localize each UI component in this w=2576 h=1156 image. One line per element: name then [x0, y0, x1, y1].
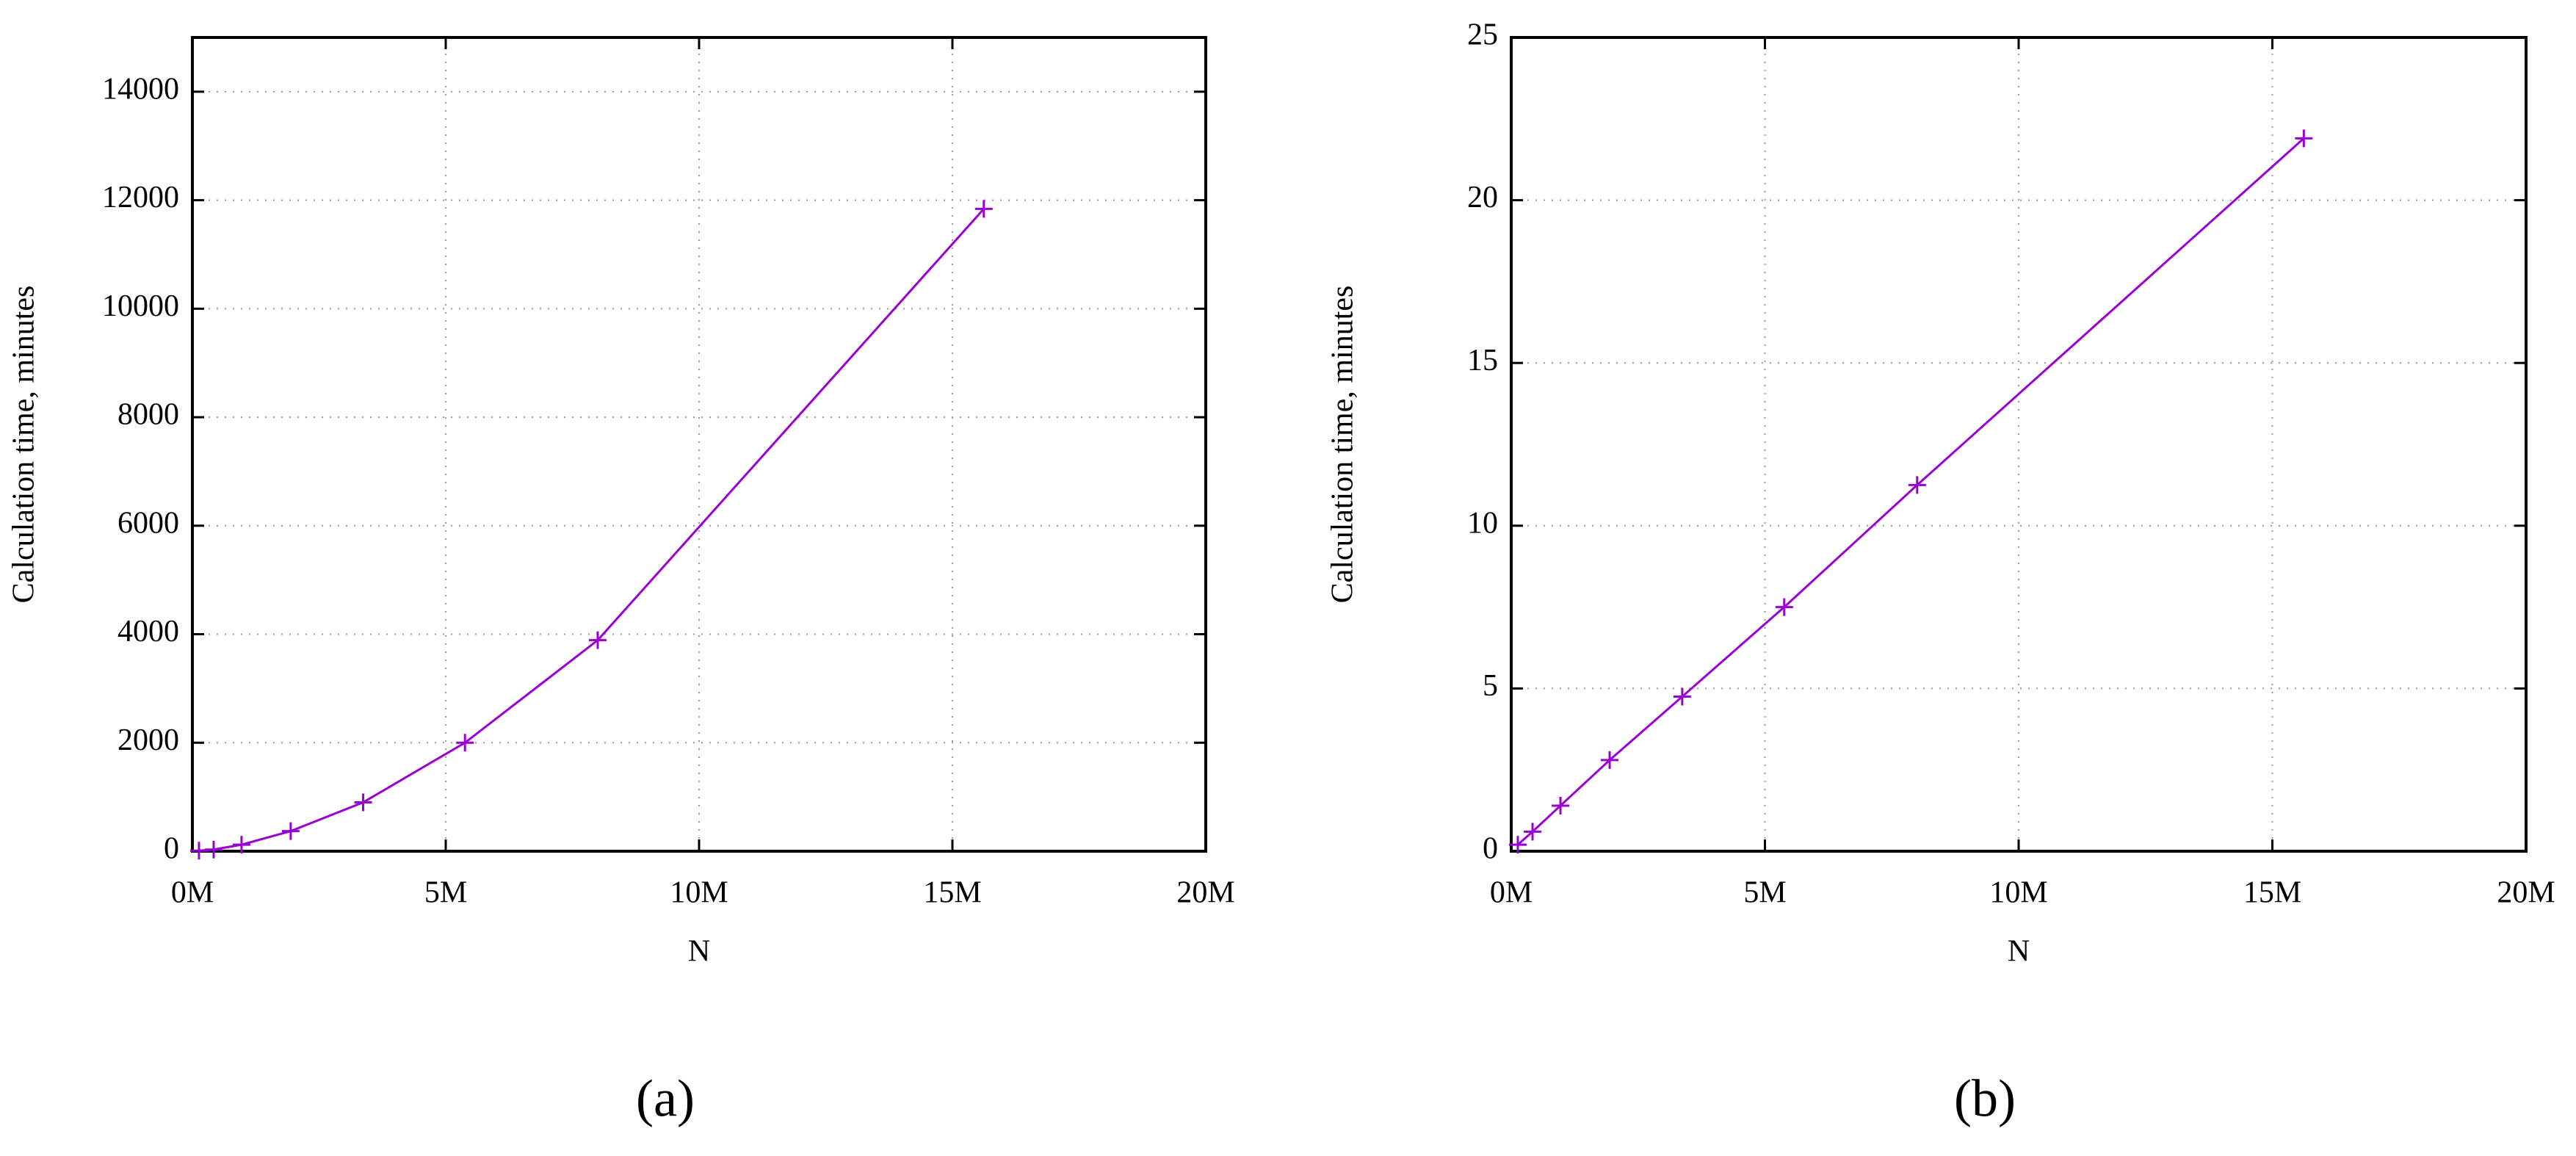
data-point — [189, 842, 208, 860]
x-tick-label: 0M — [171, 876, 214, 910]
y-tick-label: 2000 — [117, 723, 179, 757]
data-point — [354, 793, 372, 812]
y-tick-label: 10000 — [102, 289, 179, 323]
x-tick-label: 20M — [1176, 876, 1234, 910]
plot-frame — [191, 36, 1207, 853]
data-point — [589, 631, 607, 649]
data-point — [2295, 129, 2313, 148]
data-point — [1524, 823, 1542, 841]
y-tick-label: 15 — [1467, 344, 1498, 377]
data-point — [1601, 751, 1619, 769]
x-axis-label: N — [688, 935, 710, 969]
y-tick-label: 5 — [1483, 669, 1498, 703]
data-point — [232, 836, 250, 854]
plot-frame — [1510, 36, 2528, 853]
y-tick-label: 14000 — [102, 73, 179, 106]
y-tick-label: 0 — [164, 832, 179, 866]
x-axis-label: N — [2008, 935, 2030, 969]
y-tick-label: 10 — [1467, 506, 1498, 540]
chart-panel: 0 2000 4000 6000 8000 10000 12000 14000 0M 5M 10M 1… — [7, 36, 1235, 1128]
x-tick-label: 10M — [670, 876, 728, 910]
data-line — [198, 208, 985, 852]
caption: (a) — [636, 1069, 695, 1128]
data-point — [204, 840, 222, 859]
data-line — [1516, 137, 2305, 846]
x-tick-label: 0M — [1490, 876, 1533, 910]
chart-panel: 0 5 10 15 20 25 0M 5M 10M 15M 20M N Calculation time… — [1326, 18, 2555, 1128]
x-tick-label: 20M — [2497, 876, 2555, 910]
y-tick-label: 4000 — [117, 615, 179, 649]
y-tick-label: 0 — [1483, 832, 1498, 866]
y-axis-label: Calculation time, minutes — [7, 286, 41, 604]
y-tick-label: 20 — [1467, 181, 1498, 214]
x-tick-label: 15M — [2243, 876, 2301, 910]
y-axis-label: Calculation time, minutes — [1326, 286, 1360, 604]
data-point — [974, 200, 993, 218]
y-tick-label: 12000 — [102, 181, 179, 214]
y-tick-label: 6000 — [117, 506, 179, 540]
caption: (b) — [1954, 1069, 2016, 1128]
x-tick-label: 5M — [424, 876, 467, 910]
x-tick-label: 15M — [923, 876, 981, 910]
data-point — [1775, 598, 1793, 616]
y-tick-label: 8000 — [117, 398, 179, 432]
data-point — [1908, 476, 1926, 494]
data-point — [1552, 796, 1570, 814]
data-point — [281, 822, 300, 840]
data-point — [1673, 687, 1691, 706]
x-tick-label: 5M — [1743, 876, 1786, 910]
data-point — [1508, 836, 1527, 854]
x-tick-label: 10M — [1989, 876, 2047, 910]
y-tick-label: 25 — [1467, 18, 1498, 52]
data-point — [456, 734, 474, 752]
